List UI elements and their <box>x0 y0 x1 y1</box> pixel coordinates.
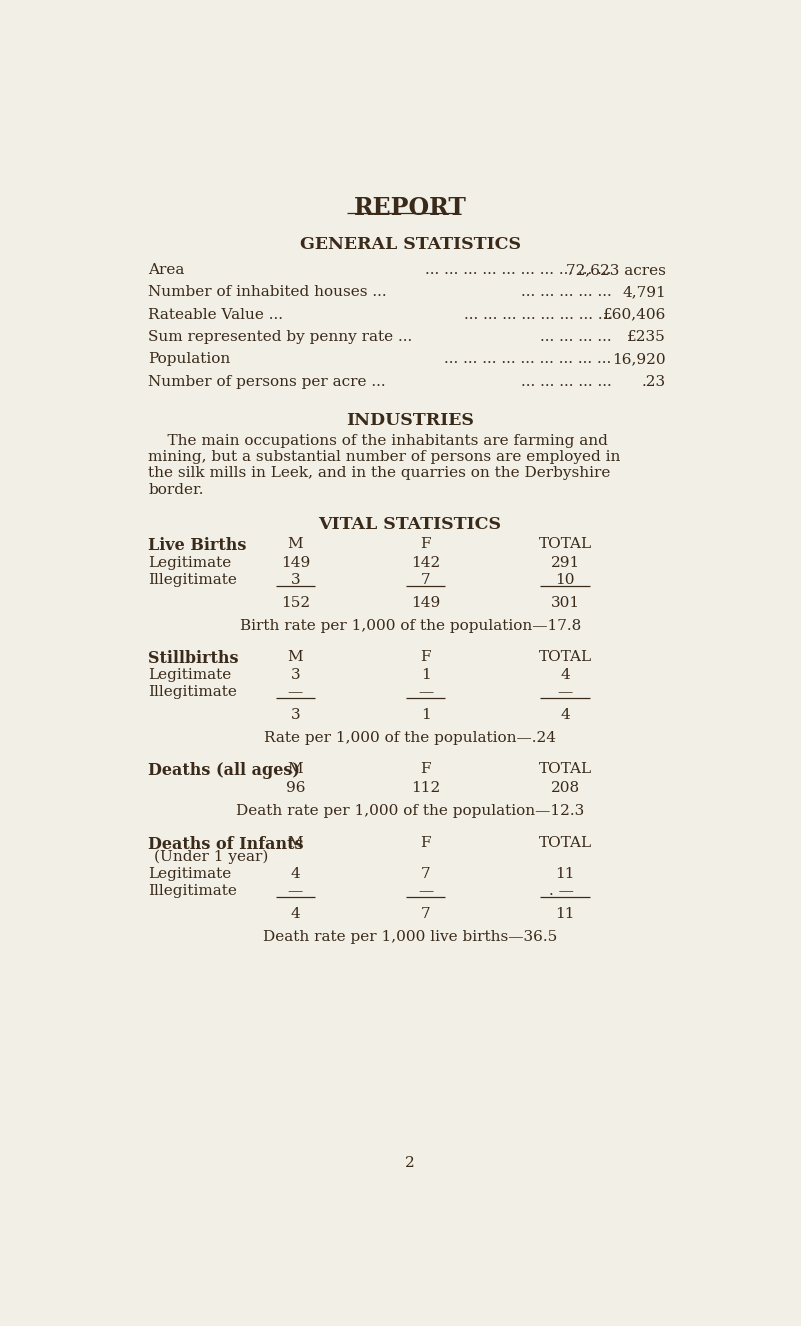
Text: Death rate per 1,000 live births—36.5: Death rate per 1,000 live births—36.5 <box>263 930 557 944</box>
Text: 7: 7 <box>421 573 430 586</box>
Text: —: — <box>418 883 433 898</box>
Text: ... ... ... ...: ... ... ... ... <box>540 330 612 343</box>
Text: GENERAL STATISTICS: GENERAL STATISTICS <box>300 236 521 253</box>
Text: F: F <box>421 835 431 850</box>
Text: ... ... ... ... ... ... ... ... ... ...: ... ... ... ... ... ... ... ... ... ... <box>425 263 612 277</box>
Text: ... ... ... ... ...: ... ... ... ... ... <box>521 285 612 300</box>
Text: INDUSTRIES: INDUSTRIES <box>346 412 474 430</box>
Text: the silk mills in Leek, and in the quarries on the Derbyshire: the silk mills in Leek, and in the quarr… <box>148 467 610 480</box>
Text: M: M <box>288 537 304 552</box>
Text: The main occupations of the inhabitants are farming and: The main occupations of the inhabitants … <box>148 434 608 448</box>
Text: £235: £235 <box>627 330 666 343</box>
Text: Legitimate: Legitimate <box>148 668 231 682</box>
Text: Death rate per 1,000 of the population—12.3: Death rate per 1,000 of the population—1… <box>236 804 584 818</box>
Text: Birth rate per 1,000 of the population—17.8: Birth rate per 1,000 of the population—1… <box>239 619 581 633</box>
Text: REPORT: REPORT <box>354 196 466 220</box>
Text: 11: 11 <box>555 867 575 880</box>
Text: Illegitimate: Illegitimate <box>148 883 237 898</box>
Text: F: F <box>421 762 431 776</box>
Text: —: — <box>288 686 303 699</box>
Text: 4: 4 <box>560 668 570 682</box>
Text: Rateable Value ...: Rateable Value ... <box>148 308 284 322</box>
Text: TOTAL: TOTAL <box>538 537 592 552</box>
Text: VITAL STATISTICS: VITAL STATISTICS <box>319 516 501 533</box>
Text: £60,406: £60,406 <box>602 308 666 322</box>
Text: Number of persons per acre ...: Number of persons per acre ... <box>148 375 386 389</box>
Text: 1: 1 <box>421 668 430 682</box>
Text: 149: 149 <box>281 556 310 570</box>
Text: Rate per 1,000 of the population—.24: Rate per 1,000 of the population—.24 <box>264 731 556 745</box>
Text: TOTAL: TOTAL <box>538 650 592 663</box>
Text: . —: . — <box>549 883 574 898</box>
Text: (Under 1 year): (Under 1 year) <box>155 850 269 865</box>
Text: 10: 10 <box>555 573 575 586</box>
Text: 72,623 acres: 72,623 acres <box>566 263 666 277</box>
Text: —: — <box>557 686 573 699</box>
Text: 3: 3 <box>291 668 300 682</box>
Text: Legitimate: Legitimate <box>148 556 231 570</box>
Text: TOTAL: TOTAL <box>538 762 592 776</box>
Text: F: F <box>421 650 431 663</box>
Text: 4: 4 <box>560 708 570 723</box>
Text: 149: 149 <box>411 595 441 610</box>
Text: Deaths of Infants: Deaths of Infants <box>148 835 304 853</box>
Text: Deaths (all ages): Deaths (all ages) <box>148 762 300 780</box>
Text: 4: 4 <box>291 907 300 920</box>
Text: 1: 1 <box>421 708 430 723</box>
Text: Illegitimate: Illegitimate <box>148 573 237 586</box>
Text: 208: 208 <box>550 781 580 794</box>
Text: 7: 7 <box>421 867 430 880</box>
Text: 301: 301 <box>550 595 580 610</box>
Text: 16,920: 16,920 <box>612 353 666 366</box>
Text: Illegitimate: Illegitimate <box>148 686 237 699</box>
Text: M: M <box>288 650 304 663</box>
Text: ... ... ... ... ... ... ... ...: ... ... ... ... ... ... ... ... <box>464 308 612 322</box>
Text: 4,791: 4,791 <box>622 285 666 300</box>
Text: Area: Area <box>148 263 184 277</box>
Text: TOTAL: TOTAL <box>538 835 592 850</box>
Text: F: F <box>421 537 431 552</box>
Text: Live Births: Live Births <box>148 537 247 554</box>
Text: Population: Population <box>148 353 231 366</box>
Text: Stillbirths: Stillbirths <box>148 650 239 667</box>
Text: M: M <box>288 762 304 776</box>
Text: 4: 4 <box>291 867 300 880</box>
Text: mining, but a substantial number of persons are employed in: mining, but a substantial number of pers… <box>148 451 621 464</box>
Text: border.: border. <box>148 483 203 496</box>
Text: Number of inhabited houses ...: Number of inhabited houses ... <box>148 285 387 300</box>
Text: ... ... ... ... ... ... ... ... ...: ... ... ... ... ... ... ... ... ... <box>445 353 612 366</box>
Text: —: — <box>418 686 433 699</box>
Text: —: — <box>288 883 303 898</box>
Text: M: M <box>288 835 304 850</box>
Text: Legitimate: Legitimate <box>148 867 231 880</box>
Text: ... ... ... ... ...: ... ... ... ... ... <box>521 375 612 389</box>
Text: 291: 291 <box>550 556 580 570</box>
Text: 152: 152 <box>281 595 310 610</box>
Text: 96: 96 <box>286 781 305 794</box>
Text: .23: .23 <box>642 375 666 389</box>
Text: 3: 3 <box>291 573 300 586</box>
Text: 7: 7 <box>421 907 430 920</box>
Text: 3: 3 <box>291 708 300 723</box>
Text: Sum represented by penny rate ...: Sum represented by penny rate ... <box>148 330 413 343</box>
Text: 142: 142 <box>411 556 441 570</box>
Text: 2: 2 <box>405 1156 415 1171</box>
Text: 112: 112 <box>411 781 441 794</box>
Text: 11: 11 <box>555 907 575 920</box>
